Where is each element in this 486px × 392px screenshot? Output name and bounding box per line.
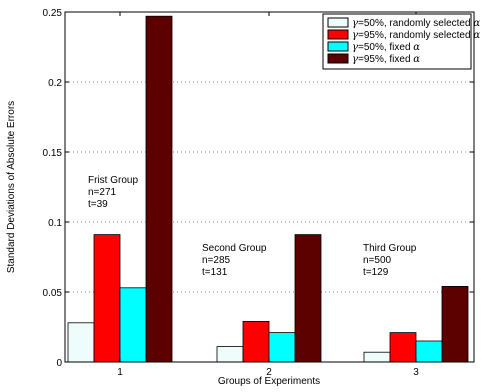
- legend: γ=50%, randomly selected α γ=95%, random…: [322, 13, 480, 70]
- bar: [363, 351, 391, 363]
- legend-entry: γ=95%, randomly selected α: [327, 29, 480, 41]
- bar: [268, 332, 296, 363]
- bars: [67, 15, 469, 363]
- annotation-line: Third Group: [363, 243, 417, 254]
- annotation-group-1: Frist Group n=271 t=39: [88, 175, 138, 210]
- x-axis-title: Groups of Experiments: [218, 376, 320, 387]
- legend-swatch: [327, 41, 349, 52]
- x-ticks: 1 2 3: [117, 12, 419, 378]
- legend-label: γ=50%, randomly selected α: [352, 18, 480, 29]
- annotation-group-2: Second Group n=285 t=131: [202, 243, 267, 278]
- annotation-line: n=271: [88, 187, 117, 198]
- y-tick-label: 0: [56, 358, 62, 369]
- bar: [216, 346, 244, 363]
- bar: [242, 320, 270, 363]
- y-tick-label: 0.05: [43, 288, 63, 299]
- y-tick-label: 0.2: [48, 78, 62, 89]
- legend-label: γ=95%, fixed α: [352, 54, 420, 65]
- bar: [294, 234, 322, 363]
- annotation-line: t=39: [88, 199, 108, 210]
- bar: [389, 332, 417, 363]
- bar: [441, 285, 469, 363]
- legend-label: γ=50%, fixed α: [352, 42, 420, 53]
- x-tick-label: 1: [117, 367, 123, 378]
- bar: [119, 287, 147, 363]
- legend-entry: γ=95%, fixed α: [327, 53, 420, 65]
- x-tick-label: 3: [413, 367, 419, 378]
- bar: [93, 234, 121, 363]
- annotation-group-3: Third Group n=500 t=129: [363, 243, 417, 278]
- legend-swatch: [327, 53, 349, 64]
- annotation-line: n=285: [202, 255, 231, 266]
- legend-swatch: [327, 29, 349, 40]
- annotation-line: t=129: [363, 267, 389, 278]
- bar: [145, 15, 173, 363]
- legend-entry: γ=50%, randomly selected α: [327, 17, 480, 29]
- legend-label: γ=95%, randomly selected α: [352, 30, 480, 41]
- y-axis-title: Standard Deviations of Absolute Errors: [6, 101, 17, 273]
- bar: [415, 340, 443, 363]
- legend-entry: γ=50%, fixed α: [327, 41, 420, 53]
- y-tick-label: 0.15: [43, 148, 63, 159]
- y-ticks: 0 0.05 0.1 0.15 0.2 0.25: [43, 8, 474, 369]
- annotation-line: Frist Group: [88, 175, 138, 186]
- annotation-line: t=131: [202, 267, 228, 278]
- x-tick-label: 2: [266, 367, 272, 378]
- bar: [67, 322, 95, 363]
- y-tick-label: 0.25: [43, 8, 63, 19]
- y-tick-label: 0.1: [48, 218, 62, 229]
- annotation-line: Second Group: [202, 243, 267, 254]
- legend-swatch: [327, 17, 349, 28]
- annotation-line: n=500: [363, 255, 392, 266]
